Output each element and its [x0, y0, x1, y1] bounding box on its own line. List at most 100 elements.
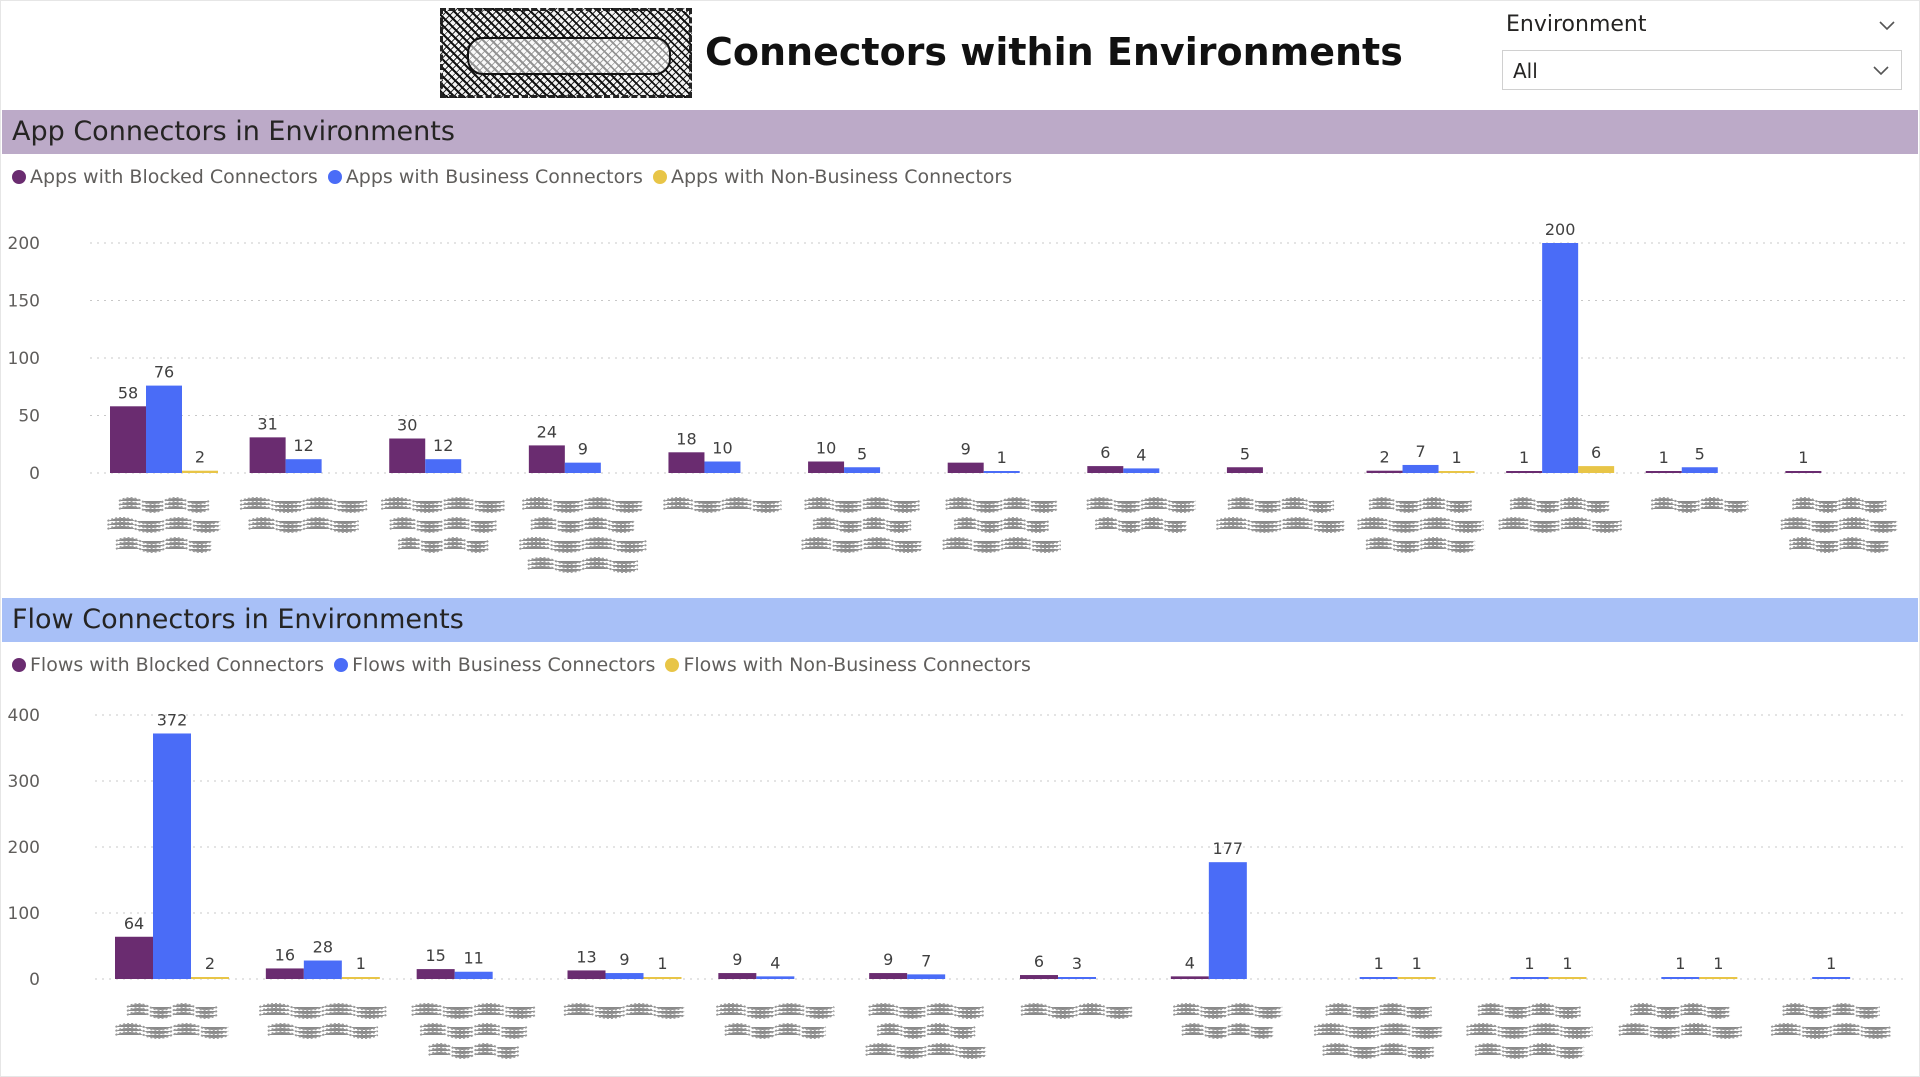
- bar-business[interactable]: [1208, 862, 1247, 979]
- y-tick-label: 50: [18, 407, 40, 427]
- bar-business[interactable]: [454, 971, 493, 979]
- data-label: 7: [1415, 442, 1425, 461]
- bar-blocked[interactable]: [115, 936, 153, 979]
- bar-nonbusiness[interactable]: [643, 977, 682, 979]
- bar-business[interactable]: [285, 459, 322, 473]
- bar-blocked[interactable]: [567, 970, 606, 979]
- bar-business[interactable]: [756, 976, 795, 979]
- chevron-down-icon[interactable]: [1871, 61, 1891, 81]
- bar-blocked[interactable]: [1020, 975, 1058, 979]
- chevron-down-icon[interactable]: [1877, 16, 1897, 36]
- y-tick-label: 300: [8, 772, 40, 792]
- x-category-label-obscured: [239, 497, 368, 533]
- data-label: 4: [1185, 953, 1195, 972]
- bar-business[interactable]: [153, 733, 191, 979]
- data-label: 5: [1695, 444, 1705, 463]
- data-label: 13: [576, 947, 596, 966]
- bar-blocked[interactable]: [1226, 467, 1263, 473]
- bar-business[interactable]: [1542, 243, 1579, 473]
- x-category-label-obscured: [107, 497, 221, 553]
- bar-business[interactable]: [146, 385, 182, 473]
- data-label: 28: [313, 938, 333, 957]
- bar-nonbusiness[interactable]: [1548, 977, 1587, 979]
- bar-blocked[interactable]: [265, 968, 304, 979]
- bar-business[interactable]: [844, 467, 881, 473]
- x-category-label-obscured: [1020, 1003, 1134, 1019]
- data-label: 9: [619, 950, 629, 969]
- y-tick-label: 100: [8, 904, 40, 924]
- bar-nonbusiness[interactable]: [191, 977, 229, 979]
- bar-business[interactable]: [1359, 977, 1398, 979]
- bar-business[interactable]: [1058, 977, 1096, 979]
- bar-blocked[interactable]: [718, 973, 757, 979]
- legend-label: Apps with Blocked Connectors: [30, 166, 318, 188]
- bar-business[interactable]: [425, 459, 462, 473]
- bar-nonbusiness[interactable]: [1578, 466, 1615, 473]
- data-label: 10: [816, 439, 836, 458]
- logo-emblem: [467, 37, 671, 75]
- bar-blocked[interactable]: [1170, 976, 1209, 979]
- bar-nonbusiness[interactable]: [1397, 977, 1436, 979]
- data-label: 1: [1562, 954, 1572, 973]
- legend-label: Apps with Non-Business Connectors: [670, 166, 1013, 188]
- logo-image: [440, 8, 692, 98]
- bar-blocked[interactable]: [416, 969, 455, 979]
- bar-business[interactable]: [1681, 467, 1718, 473]
- environment-slicer[interactable]: Environment All: [1500, 8, 1905, 94]
- bar-blocked[interactable]: [1366, 470, 1403, 473]
- bar-nonbusiness[interactable]: [341, 977, 380, 979]
- legend-item-business[interactable]: Flows with Business Connectors: [334, 654, 655, 676]
- bar-business[interactable]: [983, 471, 1020, 473]
- slicer-dropdown[interactable]: All: [1502, 50, 1902, 90]
- x-category-label-obscured: [1780, 497, 1899, 553]
- data-label: 18: [676, 429, 696, 448]
- data-label: 15: [425, 946, 445, 965]
- bar-business[interactable]: [1812, 977, 1851, 979]
- data-label: 2: [205, 954, 215, 973]
- data-label: 4: [770, 953, 780, 972]
- legend-item-business[interactable]: Apps with Business Connectors: [327, 166, 643, 188]
- bar-nonbusiness[interactable]: [1438, 471, 1475, 473]
- bar-blocked[interactable]: [1645, 471, 1682, 473]
- chart-legend: Flows with Blocked Connectors Flows with…: [12, 653, 1041, 677]
- x-category-label-obscured: [865, 1003, 988, 1059]
- bar-blocked[interactable]: [110, 406, 146, 473]
- y-tick-label: 150: [8, 292, 40, 312]
- bar-business[interactable]: [1661, 977, 1700, 979]
- bar-nonbusiness[interactable]: [1699, 977, 1738, 979]
- bar-blocked[interactable]: [249, 437, 286, 473]
- bar-business[interactable]: [1402, 464, 1439, 473]
- bar-blocked[interactable]: [528, 445, 565, 473]
- bar-blocked[interactable]: [808, 461, 845, 474]
- bar-business[interactable]: [1123, 468, 1160, 473]
- bar-business[interactable]: [704, 461, 741, 474]
- x-category-label-obscured: [380, 497, 506, 553]
- x-category-label-obscured: [942, 497, 1062, 553]
- y-tick-label: 100: [8, 349, 40, 369]
- bar-blocked[interactable]: [1087, 466, 1124, 473]
- x-category-label-obscured: [1172, 1003, 1283, 1039]
- bar-blocked[interactable]: [947, 462, 984, 473]
- bar-business[interactable]: [303, 960, 342, 979]
- section-title: App Connectors in Environments: [12, 116, 455, 147]
- x-category-label-obscured: [518, 497, 647, 573]
- bar-business[interactable]: [605, 973, 644, 979]
- legend-item-blocked[interactable]: Flows with Blocked Connectors: [12, 654, 324, 676]
- bar-blocked[interactable]: [668, 452, 705, 473]
- bar-business[interactable]: [907, 974, 946, 979]
- bar-business[interactable]: [1510, 977, 1549, 979]
- bar-blocked[interactable]: [389, 438, 426, 474]
- y-tick-label: 400: [8, 706, 40, 726]
- data-label: 6: [1591, 443, 1601, 462]
- bar-blocked[interactable]: [869, 973, 908, 979]
- x-category-label-obscured: [115, 1003, 229, 1039]
- bar-blocked[interactable]: [1785, 471, 1822, 473]
- bar-business[interactable]: [564, 462, 601, 473]
- slicer-selected-value: All: [1513, 59, 1538, 83]
- bar-blocked[interactable]: [1506, 471, 1543, 473]
- legend-item-blocked[interactable]: Apps with Blocked Connectors: [12, 166, 318, 188]
- legend-item-nonbusiness[interactable]: Apps with Non-Business Connectors: [652, 166, 1013, 188]
- bar-nonbusiness[interactable]: [182, 470, 218, 473]
- legend-item-nonbusiness[interactable]: Flows with Non-Business Connectors: [665, 654, 1031, 676]
